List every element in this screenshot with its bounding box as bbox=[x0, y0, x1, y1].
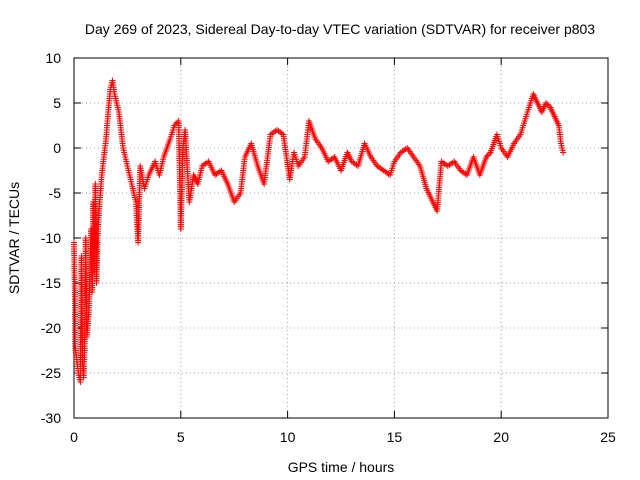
data-point-interp bbox=[390, 160, 397, 167]
data-point-interp bbox=[223, 179, 230, 186]
data-point-interp bbox=[241, 156, 248, 163]
data-point-interp bbox=[278, 130, 285, 137]
y-tick-label: -15 bbox=[41, 275, 61, 291]
x-tick-label: 10 bbox=[280, 429, 296, 445]
data-point-interp bbox=[520, 120, 527, 127]
data-point-interp bbox=[482, 156, 489, 162]
data-point-interp bbox=[170, 124, 177, 131]
data-point-interp bbox=[409, 152, 416, 159]
chart-title: Day 269 of 2023, Sidereal Day-to-day VTE… bbox=[85, 21, 595, 37]
data-point-interp bbox=[100, 156, 107, 163]
y-tick-label: 10 bbox=[45, 50, 61, 66]
data-point-interp bbox=[402, 146, 409, 153]
x-tick-label: 5 bbox=[177, 429, 185, 445]
data-point-interp bbox=[486, 151, 493, 157]
data-point-interp bbox=[236, 191, 243, 198]
data-point-interp bbox=[415, 161, 422, 168]
data-point-interp bbox=[533, 98, 540, 105]
data-point-interp bbox=[198, 165, 205, 172]
data-point-interp bbox=[366, 152, 373, 159]
x-tick-label: 0 bbox=[70, 429, 78, 445]
data-point-interp bbox=[267, 133, 274, 140]
x-tick-label: 25 bbox=[600, 429, 616, 445]
data-point-interp bbox=[117, 124, 124, 131]
data-point-interp bbox=[113, 97, 120, 104]
data-point-interp bbox=[396, 151, 403, 158]
data-point-interp bbox=[456, 165, 463, 172]
y-tick-label: -20 bbox=[41, 320, 61, 336]
data-point-interp bbox=[329, 155, 336, 162]
axis-ticks: 0 5 10 15 20 25 -30 -25 -20 -15 -10 -5 0 5 10 bbox=[41, 50, 616, 445]
data-point-interp bbox=[132, 196, 139, 203]
y-tick-label: -30 bbox=[41, 410, 61, 426]
y-tick-label: -25 bbox=[41, 365, 61, 381]
data-point-interp bbox=[379, 166, 386, 173]
data-point-interp bbox=[550, 111, 557, 118]
data-point-interp bbox=[119, 142, 126, 149]
x-axis-label: GPS time / hours bbox=[288, 459, 395, 475]
data-point-interp bbox=[145, 174, 152, 181]
data-point-interp bbox=[128, 178, 135, 185]
data-point-interp bbox=[525, 106, 532, 113]
data-point-interp bbox=[449, 159, 456, 166]
y-axis-label: SDTVAR / TECUs bbox=[6, 182, 22, 294]
data-point-interp bbox=[174, 119, 181, 126]
grid bbox=[74, 58, 608, 418]
data-point-interp bbox=[559, 147, 566, 154]
data-point-interp bbox=[510, 142, 517, 149]
data-point-interp bbox=[300, 155, 307, 162]
data-point-interp bbox=[557, 138, 564, 145]
data-point-interp bbox=[428, 197, 435, 204]
x-tick-label: 15 bbox=[387, 429, 403, 445]
data-point-interp bbox=[497, 142, 504, 149]
data-point-interp bbox=[516, 133, 523, 140]
data-point-interp bbox=[373, 161, 380, 168]
y-tick-label: 0 bbox=[53, 140, 61, 156]
data-point-interp bbox=[545, 103, 552, 109]
data-point-interp bbox=[111, 88, 118, 95]
data-point-interp bbox=[203, 159, 210, 166]
data-point-interp bbox=[555, 120, 562, 127]
data-points bbox=[71, 77, 567, 385]
y-tick-label: 5 bbox=[53, 95, 61, 111]
data-point-interp bbox=[311, 134, 318, 140]
data-point-interp bbox=[160, 156, 167, 163]
data-point-interp bbox=[254, 160, 261, 167]
data-point-interp bbox=[115, 106, 122, 113]
data-point-interp bbox=[422, 183, 429, 190]
data-point-interp bbox=[166, 138, 173, 144]
data-point-interp bbox=[216, 168, 223, 175]
x-tick-label: 20 bbox=[493, 429, 509, 445]
data-point-interp bbox=[317, 143, 324, 150]
y-tick-label: -10 bbox=[41, 230, 61, 246]
y-tick-label: -5 bbox=[49, 185, 62, 201]
data-point-interp bbox=[72, 349, 79, 356]
data-point-interp bbox=[123, 160, 130, 167]
